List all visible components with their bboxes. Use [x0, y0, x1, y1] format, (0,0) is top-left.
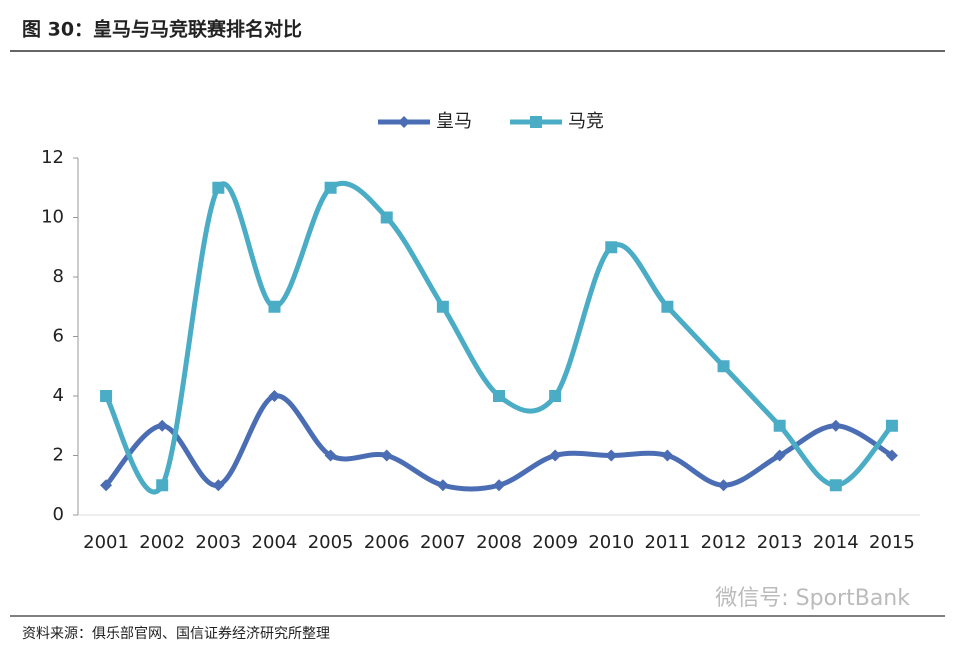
marker [605, 241, 618, 254]
y-tick-label: 8 [53, 266, 64, 287]
marker [549, 390, 562, 402]
marker [717, 360, 730, 373]
x-tick-label: 2014 [813, 532, 859, 553]
legend-label: 皇马 [436, 111, 472, 132]
y-tick-label: 10 [41, 207, 64, 228]
marker [212, 181, 225, 194]
legend-label: 马竞 [568, 111, 604, 132]
x-tick-label: 2013 [757, 532, 803, 553]
x-tick-label: 2001 [83, 532, 129, 553]
y-tick-label: 12 [41, 147, 64, 168]
marker [156, 419, 169, 432]
x-tick-label: 2003 [195, 532, 241, 553]
marker [493, 479, 505, 492]
y-tick-label: 2 [53, 445, 64, 466]
x-tick-label: 2002 [139, 532, 185, 553]
marker [156, 479, 169, 492]
x-tick-label: 2015 [869, 532, 915, 553]
marker [885, 419, 898, 432]
x-tick-label: 2009 [532, 532, 578, 553]
marker [212, 479, 225, 492]
marker [100, 390, 113, 402]
x-tick-label: 2005 [308, 532, 354, 553]
marker [661, 449, 674, 462]
marker [549, 449, 562, 462]
marker [829, 479, 842, 492]
marker [661, 300, 674, 313]
marker [773, 449, 786, 462]
x-tick-label: 2004 [252, 532, 298, 553]
legend-marker [530, 116, 542, 128]
marker [773, 419, 786, 432]
marker [380, 211, 393, 224]
x-tick-label: 2007 [420, 532, 466, 553]
watermark: 微信号: SportBank [715, 586, 910, 611]
marker [436, 479, 449, 492]
x-tick-label: 2008 [476, 532, 522, 553]
marker [829, 419, 842, 432]
chart-title: 图 30：皇马与马竞联赛排名对比 [22, 18, 302, 41]
marker [436, 300, 449, 313]
y-tick-label: 0 [53, 504, 64, 525]
x-tick-label: 2006 [364, 532, 410, 553]
marker [493, 390, 505, 402]
marker [717, 479, 730, 492]
y-tick-label: 6 [53, 326, 64, 347]
series-line [103, 180, 894, 495]
marker [268, 300, 281, 313]
marker [605, 449, 618, 462]
x-tick-label: 2010 [588, 532, 634, 553]
source-note: 资料来源：俱乐部官网、国信证券经济研究所整理 [22, 626, 330, 642]
marker [324, 449, 337, 462]
x-tick-label: 2011 [644, 532, 690, 553]
y-tick-label: 4 [53, 385, 64, 406]
legend-marker [398, 116, 410, 128]
x-tick-label: 2012 [701, 532, 747, 553]
marker [380, 449, 393, 462]
series-line [104, 393, 894, 492]
marker [268, 390, 281, 402]
marker [100, 479, 113, 492]
marker [885, 449, 898, 462]
marker [324, 181, 337, 194]
